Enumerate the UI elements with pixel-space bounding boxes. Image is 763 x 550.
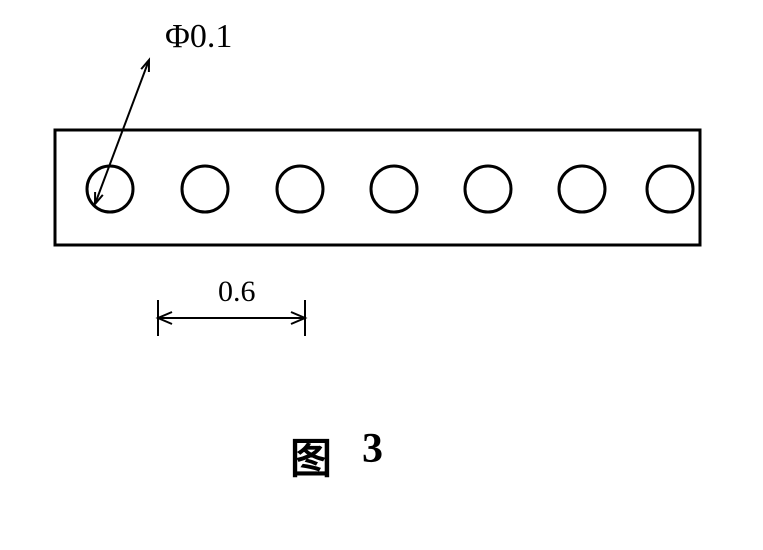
figure-label-number: 3 — [362, 425, 383, 473]
figure-label-chinese: 图 — [290, 425, 332, 486]
spacing-dimension-label: 0.6 — [218, 275, 256, 309]
diameter-callout-label: Φ0.1 — [165, 18, 232, 56]
